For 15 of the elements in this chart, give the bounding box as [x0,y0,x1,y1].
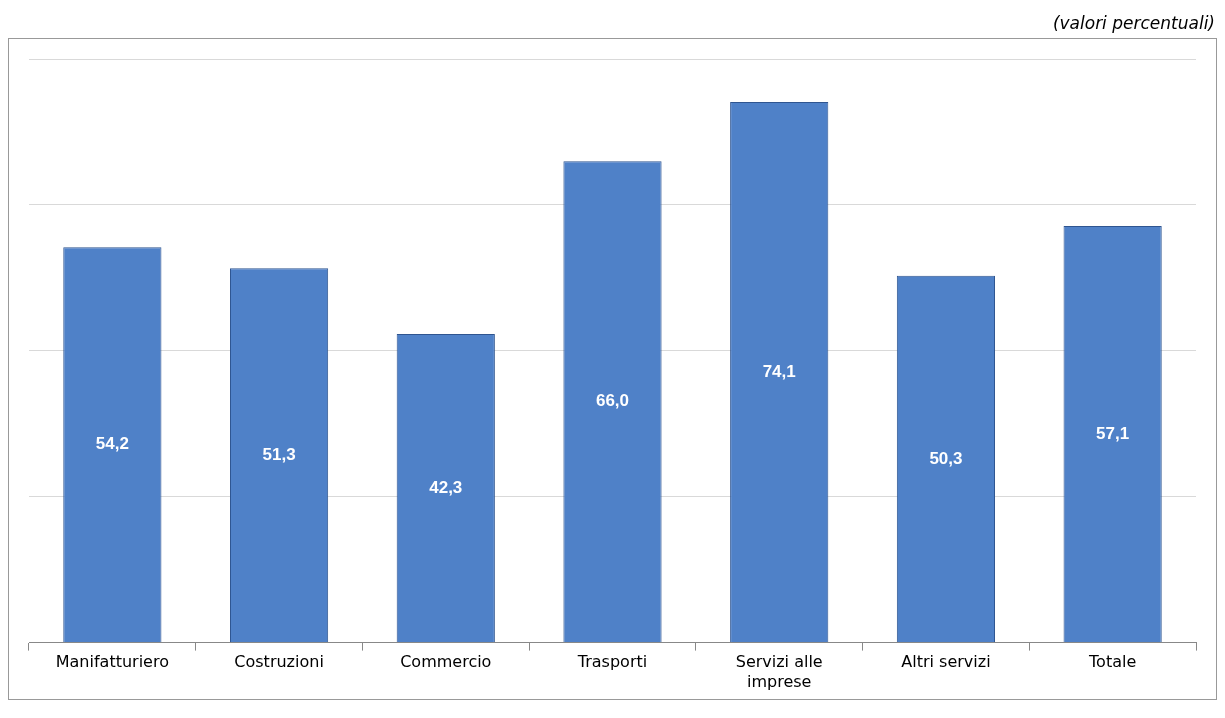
data-label: 54,2 [95,434,129,454]
x-tick-label: Servizi alle imprese [735,652,823,691]
x-tick-label: Commercio [400,652,492,672]
data-label: 57,1 [1096,423,1130,443]
data-label: 74,1 [762,361,796,381]
data-label: 51,3 [262,444,296,464]
data-label: 50,3 [929,448,963,468]
data-label: 42,3 [429,477,463,497]
x-tick-label: Trasporti [576,652,648,672]
data-label: 66,0 [595,391,630,411]
x-tick-label: Totale [1088,652,1137,672]
x-tick-label: Altri servizi [901,652,991,672]
text: (valori percentuali) [1052,13,1215,33]
x-tick-label: Costruzioni [234,652,324,672]
x-tick-label: Manifatturiero [55,652,169,672]
